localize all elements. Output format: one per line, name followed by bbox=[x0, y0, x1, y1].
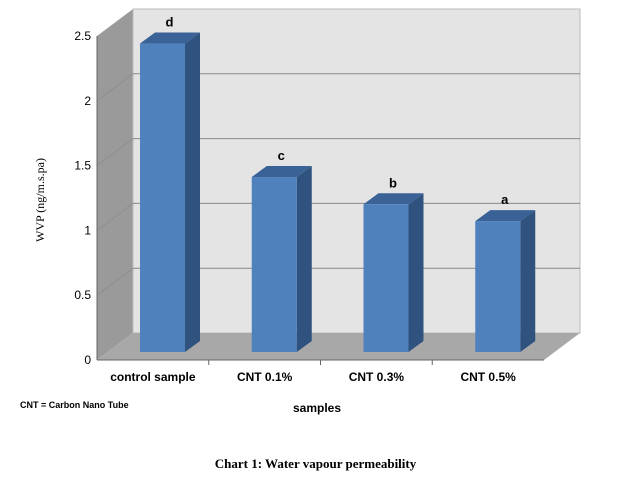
bar-side bbox=[185, 32, 200, 352]
side-wall bbox=[97, 9, 133, 360]
y-tick-label: 0 bbox=[84, 353, 91, 367]
y-tick-label: 2 bbox=[84, 94, 91, 108]
bar-top bbox=[363, 193, 424, 205]
data-label: a bbox=[501, 192, 509, 207]
side-gridline bbox=[96, 138, 134, 166]
data-label: c bbox=[278, 148, 285, 163]
bar-top bbox=[475, 210, 536, 222]
x-tick-label: CNT 0.3% bbox=[349, 370, 405, 384]
bar bbox=[475, 221, 521, 352]
bar bbox=[140, 43, 185, 352]
y-axis-label: WVP (ng/m.s.pa) bbox=[33, 158, 47, 242]
data-label: b bbox=[389, 175, 397, 190]
y-tick-label: 2.5 bbox=[74, 29, 91, 43]
chart-note: CNT = Carbon Nano Tube bbox=[20, 400, 129, 410]
x-axis-label: samples bbox=[293, 401, 342, 415]
bar-top bbox=[251, 166, 312, 178]
y-tick-label: 1.5 bbox=[74, 159, 91, 173]
data-label: d bbox=[166, 15, 174, 30]
side-gridline bbox=[96, 203, 134, 231]
bar bbox=[251, 177, 297, 352]
y-tick-label: 1 bbox=[84, 223, 91, 237]
chart-title: Chart 1: Water vapour permeability bbox=[214, 456, 417, 471]
side-gridline bbox=[96, 267, 134, 296]
side-gridline bbox=[96, 73, 134, 102]
floor bbox=[97, 333, 580, 360]
bar-side bbox=[296, 166, 312, 352]
bar-top bbox=[140, 32, 200, 44]
bar bbox=[363, 204, 409, 352]
x-tick-label: control sample bbox=[110, 370, 196, 384]
bar-side bbox=[408, 193, 424, 352]
bar-side bbox=[520, 210, 536, 352]
y-tick-label: 0.5 bbox=[74, 288, 91, 302]
x-tick-label: CNT 0.5% bbox=[460, 370, 516, 384]
x-tick-label: CNT 0.1% bbox=[237, 370, 293, 384]
